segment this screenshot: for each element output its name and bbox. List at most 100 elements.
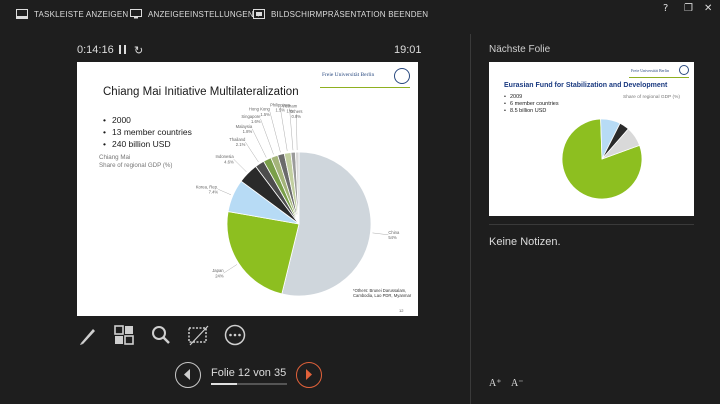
end-slideshow-label: BILDSCHIRMPRÄSENTATION BEENDEN bbox=[271, 9, 429, 19]
monitor-icon bbox=[130, 9, 142, 19]
pie-label-japan: Japan bbox=[212, 268, 224, 273]
next-pie-chart bbox=[561, 118, 643, 200]
slide-progress-bar bbox=[211, 383, 287, 385]
chart-sub-label-line: Chiang Mai bbox=[99, 154, 131, 161]
pie-value-vietnam: 1% bbox=[287, 109, 293, 114]
taskbar-icon bbox=[16, 9, 28, 19]
pie-value-malaysia: 1.8% bbox=[243, 129, 253, 134]
bullet-item: 240 billion USD bbox=[103, 138, 192, 150]
chart-sub-label-line: Share of regional GDP (%) bbox=[99, 161, 173, 169]
pie-value-philippines: 1.5% bbox=[275, 108, 285, 113]
slide-page-number: 12 bbox=[399, 308, 404, 313]
chart-sub-label: Chiang Mai Share of regional GDP (%) bbox=[99, 154, 172, 169]
pie-leader-line bbox=[296, 114, 298, 151]
university-logo: Freie Universität Berlin bbox=[631, 65, 689, 77]
pie-value-japan: 24% bbox=[215, 273, 224, 278]
logo-text: Freie Universität Berlin bbox=[322, 72, 375, 78]
laser-pointer-icon[interactable] bbox=[187, 324, 209, 346]
panel-divider bbox=[470, 34, 471, 404]
bullet-item: 13 member countries bbox=[103, 126, 192, 138]
presenter-toolbar: TASKLEISTE ANZEIGEN ANZEIGEEINSTELLUNGEN… bbox=[0, 0, 720, 30]
pie-value-others: 0.8% bbox=[291, 114, 301, 119]
slide-bullets: 2000 13 member countries 240 billion USD bbox=[103, 114, 192, 150]
next-slide-title: Eurasian Fund for Stabilization and Deve… bbox=[504, 82, 668, 89]
display-settings-button[interactable]: ANZEIGEEINSTELLUNGEN ▾ bbox=[130, 9, 260, 19]
pie-value-korea-rep: 7.4% bbox=[209, 189, 219, 194]
pie-label-malaysia: Malaysia bbox=[236, 124, 253, 129]
decrease-font-button[interactable]: A⁻ bbox=[511, 378, 524, 389]
show-taskbar-label: TASKLEISTE ANZEIGEN bbox=[34, 9, 129, 19]
pie-value-indonesia: 4.6% bbox=[224, 159, 234, 164]
pie-leader-line bbox=[269, 111, 281, 153]
close-button[interactable]: ✕ bbox=[704, 3, 713, 14]
seal-icon bbox=[679, 65, 689, 75]
pie-label-china: China bbox=[388, 230, 400, 235]
logo-underline bbox=[629, 77, 689, 78]
next-slide-heading: Nächste Folie bbox=[489, 44, 551, 55]
pie-leader-line bbox=[289, 108, 294, 151]
speaker-notes: Keine Notizen. bbox=[489, 236, 561, 248]
help-button[interactable]: ? bbox=[663, 3, 669, 14]
see-all-slides-icon[interactable] bbox=[113, 324, 135, 346]
current-slide[interactable]: Freie Universität Berlin Chiang Mai Init… bbox=[77, 62, 418, 316]
pie-leader-line bbox=[223, 264, 238, 274]
pie-label-vietnam: Vietnam bbox=[282, 103, 298, 108]
pie-leader-line bbox=[218, 189, 232, 195]
bullet-item: 6 member countries bbox=[504, 101, 559, 108]
pie-label-others: Others bbox=[290, 109, 303, 114]
next-chart-sub-label: Share of regional GDP (%) bbox=[623, 95, 680, 100]
pie-leader-line bbox=[372, 232, 389, 236]
end-slideshow-button[interactable]: BILDSCHIRMPRÄSENTATION BEENDEN bbox=[253, 9, 428, 19]
chart-footnote: *Others: Brunei Darussalam, Cambodia, La… bbox=[353, 288, 412, 298]
bullet-item: 8.5 billion USD bbox=[504, 108, 559, 115]
pie-label-philippines: Philippines bbox=[270, 103, 290, 108]
pie-leader-line bbox=[252, 128, 267, 158]
elapsed-timer: 0:14:16 bbox=[77, 44, 114, 56]
logo-text: Freie Universität Berlin bbox=[631, 68, 669, 73]
pie-label-singapore: Singapore bbox=[241, 114, 261, 119]
arrow-left-icon bbox=[184, 369, 190, 380]
notes-divider bbox=[489, 224, 694, 225]
pie-value-hong-kong: 1.5% bbox=[260, 112, 270, 117]
next-slide-preview[interactable]: Freie Universität Berlin Eurasian Fund f… bbox=[489, 62, 694, 216]
zoom-icon[interactable] bbox=[150, 324, 172, 346]
pie-leader-line bbox=[245, 141, 259, 163]
pie-leader-line bbox=[280, 107, 288, 151]
reset-timer-icon[interactable]: ↻ bbox=[134, 44, 144, 57]
logo-underline bbox=[320, 87, 410, 88]
pie-leader-line bbox=[233, 159, 247, 173]
bullet-item: 2000 bbox=[103, 114, 192, 126]
more-options-icon[interactable] bbox=[224, 324, 246, 346]
clock: 19:01 bbox=[394, 44, 422, 56]
pie-slice-china bbox=[281, 151, 372, 297]
university-logo: Freie Universität Berlin bbox=[322, 68, 410, 86]
show-taskbar-button[interactable]: TASKLEISTE ANZEIGEN bbox=[16, 9, 128, 19]
increase-font-button[interactable]: A⁺ bbox=[489, 378, 502, 389]
bullet-item: 2009 bbox=[504, 94, 559, 101]
seal-icon bbox=[394, 68, 410, 84]
next-slide-bullets: 2009 6 member countries 8.5 billion USD bbox=[504, 94, 559, 115]
pen-icon[interactable] bbox=[77, 324, 99, 346]
slide-counter[interactable]: Folie 12 von 35 bbox=[211, 367, 287, 379]
pie-slice-other bbox=[601, 128, 641, 160]
slide-progress-fill bbox=[211, 383, 238, 385]
pie-label-thailand: Thailand bbox=[229, 137, 246, 142]
end-show-icon bbox=[253, 9, 265, 19]
pie-value-thailand: 2.1% bbox=[236, 142, 246, 147]
slide-title: Chiang Mai Initiative Multilateralizatio… bbox=[103, 86, 299, 98]
pie-label-hong-kong: Hong Kong bbox=[249, 107, 271, 112]
previous-slide-button[interactable] bbox=[175, 362, 201, 388]
pie-value-singapore: 1.6% bbox=[251, 119, 261, 124]
pie-label-indonesia: Indonesia bbox=[216, 154, 235, 159]
pie-leader-line bbox=[260, 118, 274, 155]
pie-slice-japan bbox=[226, 211, 300, 295]
pie-value-china: 54% bbox=[388, 235, 397, 240]
display-settings-label: ANZEIGEEINSTELLUNGEN ▾ bbox=[148, 9, 261, 19]
pie-label-korea-rep: Korea, Rep. bbox=[196, 184, 218, 189]
pie-slice-others bbox=[294, 151, 300, 225]
next-slide-button[interactable] bbox=[296, 362, 322, 388]
restore-button[interactable]: ❐ bbox=[684, 3, 693, 14]
arrow-right-icon bbox=[306, 369, 312, 380]
pause-icon[interactable] bbox=[119, 45, 126, 54]
